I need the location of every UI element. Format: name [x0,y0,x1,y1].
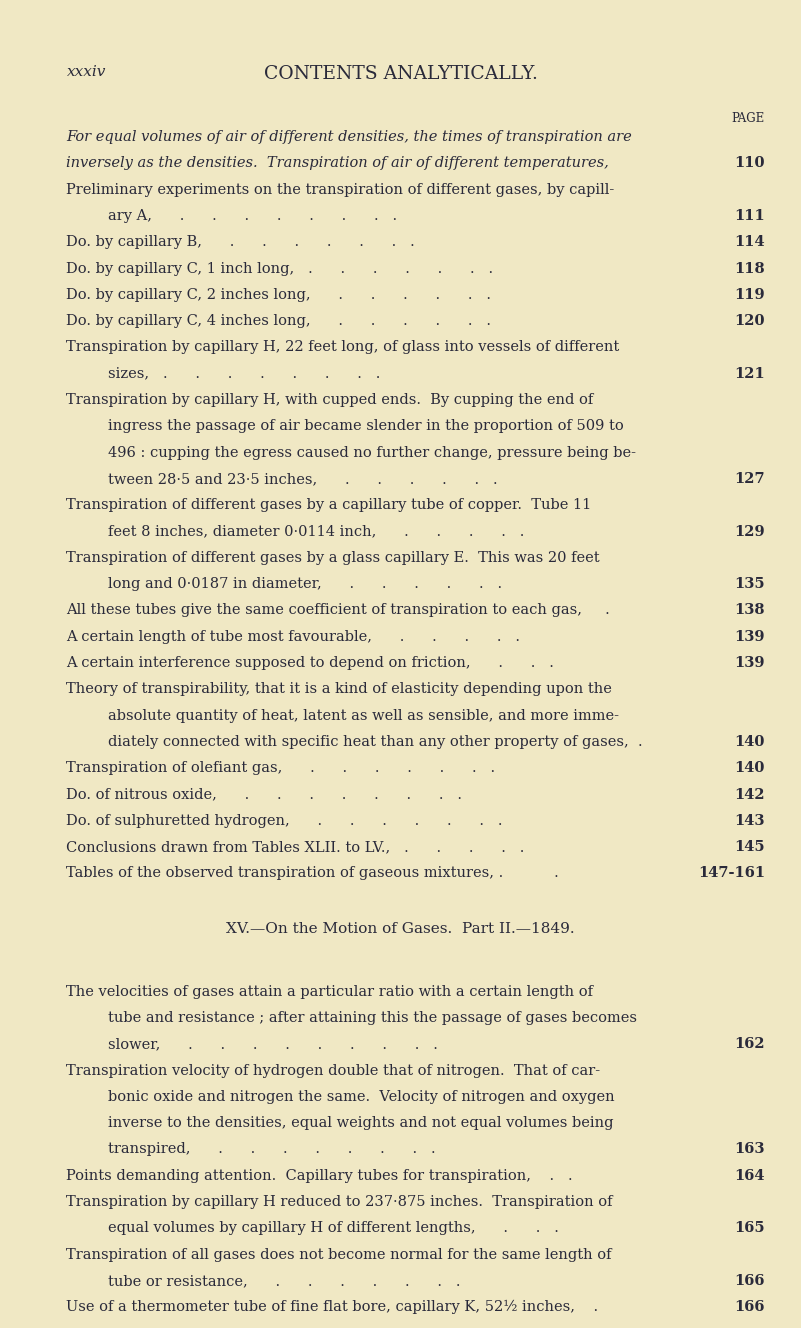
Text: PAGE: PAGE [731,112,765,125]
Text: 142: 142 [735,788,765,802]
Text: Transpiration of all gases does not become normal for the same length of: Transpiration of all gases does not beco… [66,1248,612,1262]
Text: 165: 165 [735,1222,765,1235]
Text: 162: 162 [735,1037,765,1052]
Text: Transpiration velocity of hydrogen double that of nitrogen.  That of car-: Transpiration velocity of hydrogen doubl… [66,1064,601,1077]
Text: 121: 121 [735,367,765,381]
Text: 139: 139 [735,656,765,671]
Text: Transpiration by capillary H, with cupped ends.  By cupping the end of: Transpiration by capillary H, with cuppe… [66,393,594,408]
Text: 120: 120 [735,315,765,328]
Text: slower,      .      .      .      .      .      .      .      .   .: slower, . . . . . . . . . [108,1037,438,1052]
Text: Do. of sulphuretted hydrogen,      .      .      .      .      .      .   .: Do. of sulphuretted hydrogen, . . . . . … [66,814,503,827]
Text: feet 8 inches, diameter 0·0114 inch,      .      .      .      .   .: feet 8 inches, diameter 0·0114 inch, . .… [108,525,525,539]
Text: tube and resistance ; after attaining this the passage of gases becomes: tube and resistance ; after attaining th… [108,1011,637,1025]
Text: 166: 166 [735,1274,765,1288]
Text: 163: 163 [735,1142,765,1157]
Text: 114: 114 [735,235,765,250]
Text: 166: 166 [735,1300,765,1315]
Text: 140: 140 [735,761,765,776]
Text: diately connected with specific heat than any other property of gases,  .: diately connected with specific heat tha… [108,734,642,749]
Text: inverse to the densities, equal weights and not equal volumes being: inverse to the densities, equal weights … [108,1117,614,1130]
Text: All these tubes give the same coefficient of transpiration to each gas,     .: All these tubes give the same coefficien… [66,603,610,618]
Text: 129: 129 [735,525,765,539]
Text: Transpiration of olefiant gas,      .      .      .      .      .      .   .: Transpiration of olefiant gas, . . . . .… [66,761,496,776]
Text: 143: 143 [735,814,765,827]
Text: 111: 111 [735,208,765,223]
Text: 140: 140 [735,734,765,749]
Text: Do. by capillary C, 1 inch long,   .      .      .      .      .      .   .: Do. by capillary C, 1 inch long, . . . .… [66,262,493,276]
Text: Transpiration by capillary H reduced to 237·875 inches.  Transpiration of: Transpiration by capillary H reduced to … [66,1195,613,1208]
Text: XV.—On the Motion of Gases.  Part II.—1849.: XV.—On the Motion of Gases. Part II.—184… [226,922,575,936]
Text: inversely as the densities.  Transpiration of air of different temperatures,: inversely as the densities. Transpiratio… [66,157,610,170]
Text: Do. of nitrous oxide,      .      .      .      .      .      .      .   .: Do. of nitrous oxide, . . . . . . . . [66,788,462,802]
Text: Transpiration by capillary H, 22 feet long, of glass into vessels of different: Transpiration by capillary H, 22 feet lo… [66,340,620,355]
Text: transpired,      .      .      .      .      .      .      .   .: transpired, . . . . . . . . [108,1142,436,1157]
Text: Do. by capillary C, 4 inches long,      .      .      .      .      .   .: Do. by capillary C, 4 inches long, . . .… [66,315,492,328]
Text: A certain length of tube most favourable,      .      .      .      .   .: A certain length of tube most favourable… [66,629,521,644]
Text: Transpiration of different gases by a glass capillary E.  This was 20 feet: Transpiration of different gases by a gl… [66,551,600,564]
Text: 139: 139 [735,629,765,644]
Text: Transpiration of different gases by a capillary tube of copper.  Tube 11: Transpiration of different gases by a ca… [66,498,592,513]
Text: Tables of the observed transpiration of gaseous mixtures, .           .: Tables of the observed transpiration of … [66,866,559,880]
Text: xxxiv: xxxiv [66,65,106,80]
Text: bonic oxide and nitrogen the same.  Velocity of nitrogen and oxygen: bonic oxide and nitrogen the same. Veloc… [108,1090,614,1104]
Text: 147-161: 147-161 [698,866,765,880]
Text: long and 0·0187 in diameter,      .      .      .      .      .   .: long and 0·0187 in diameter, . . . . . . [108,578,502,591]
Text: Preliminary experiments on the transpiration of different gases, by capill-: Preliminary experiments on the transpira… [66,183,614,197]
Text: sizes,   .      .      .      .      .      .      .   .: sizes, . . . . . . . . [108,367,380,381]
Text: 127: 127 [735,471,765,486]
Text: The velocities of gases attain a particular ratio with a certain length of: The velocities of gases attain a particu… [66,985,594,999]
Text: 138: 138 [735,603,765,618]
Text: Do. by capillary C, 2 inches long,      .      .      .      .      .   .: Do. by capillary C, 2 inches long, . . .… [66,288,492,301]
Text: tween 28·5 and 23·5 inches,      .      .      .      .      .   .: tween 28·5 and 23·5 inches, . . . . . . [108,471,497,486]
Text: Theory of transpirability, that it is a kind of elasticity depending upon the: Theory of transpirability, that it is a … [66,683,612,696]
Text: For equal volumes of air of different densities, the times of transpiration are: For equal volumes of air of different de… [66,130,632,145]
Text: tube or resistance,      .      .      .      .      .      .   .: tube or resistance, . . . . . . . [108,1274,461,1288]
Text: 119: 119 [735,288,765,301]
Text: Points demanding attention.  Capillary tubes for transpiration,    .   .: Points demanding attention. Capillary tu… [66,1169,573,1183]
Text: CONTENTS ANALYTICALLY.: CONTENTS ANALYTICALLY. [264,65,537,84]
Text: 118: 118 [735,262,765,276]
Text: 145: 145 [735,841,765,854]
Text: A certain interference supposed to depend on friction,      .      .   .: A certain interference supposed to depen… [66,656,554,671]
Text: 135: 135 [735,578,765,591]
Text: 164: 164 [735,1169,765,1183]
Text: Do. by capillary B,      .      .      .      .      .      .   .: Do. by capillary B, . . . . . . . [66,235,415,250]
Text: 110: 110 [735,157,765,170]
Text: Use of a thermometer tube of fine flat bore, capillary K, 52½ inches,    .: Use of a thermometer tube of fine flat b… [66,1300,598,1315]
Text: Conclusions drawn from Tables XLII. to LV.,   .      .      .      .   .: Conclusions drawn from Tables XLII. to L… [66,841,525,854]
Text: ingress the passage of air became slender in the proportion of 509 to: ingress the passage of air became slende… [108,420,624,433]
Text: equal volumes by capillary H of different lengths,      .      .   .: equal volumes by capillary H of differen… [108,1222,559,1235]
Text: absolute quantity of heat, latent as well as sensible, and more imme-: absolute quantity of heat, latent as wel… [108,709,619,722]
Text: 496 : cupping the egress caused no further change, pressure being be-: 496 : cupping the egress caused no furth… [108,446,636,459]
Text: ary A,      .      .      .      .      .      .      .   .: ary A, . . . . . . . . [108,208,397,223]
